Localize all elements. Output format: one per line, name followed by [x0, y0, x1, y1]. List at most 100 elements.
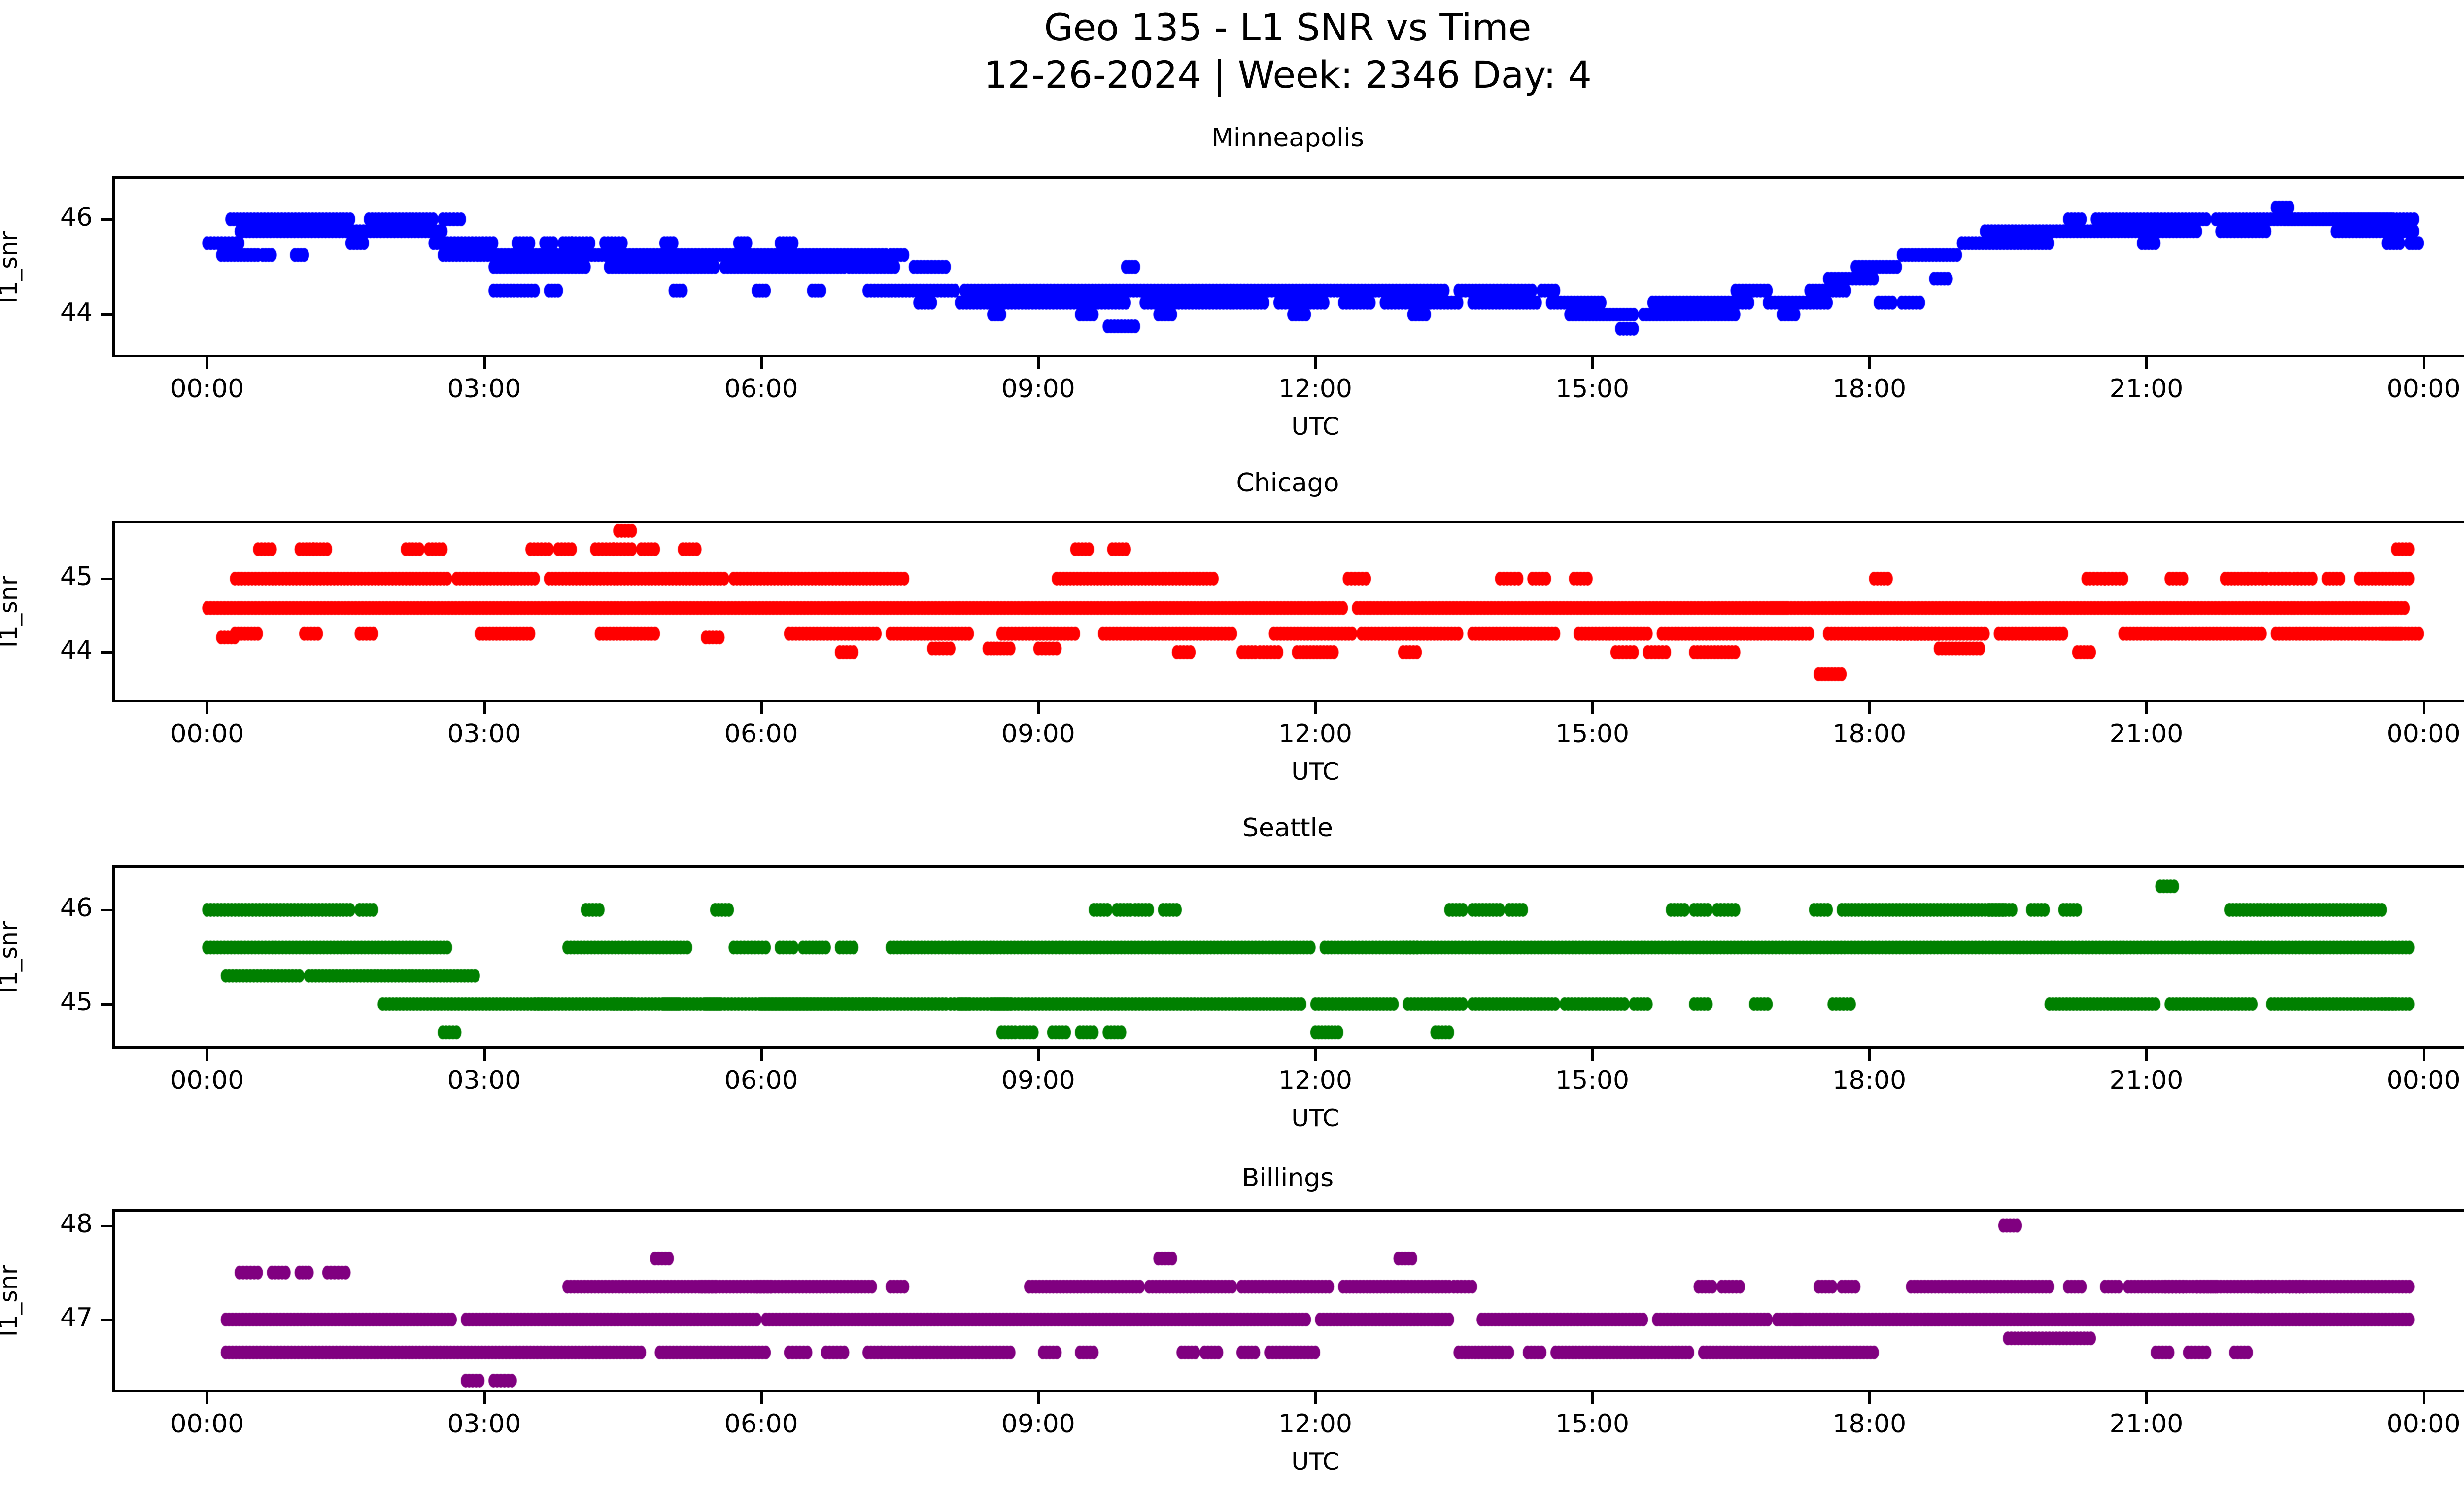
y-tick-mark [101, 908, 112, 911]
y-tick-label: 44 [60, 297, 93, 327]
scatter-points [115, 179, 2464, 355]
x-tick-label: 03:00 [447, 1409, 521, 1439]
x-tick-label: 06:00 [724, 374, 798, 404]
x-tick-label: 09:00 [1001, 719, 1075, 749]
x-tick-label: 15:00 [1555, 374, 1630, 404]
figure-title-line2: 12-26-2024 | Week: 2346 Day: 4 [984, 53, 1592, 97]
y-tick-mark [101, 313, 112, 316]
subplot-title: Billings [1241, 1163, 1334, 1193]
x-tick-label: 03:00 [447, 374, 521, 404]
y-tick-label: 45 [60, 561, 93, 591]
x-tick-label: 12:00 [1278, 719, 1352, 749]
x-tick-mark [206, 1392, 209, 1404]
y-tick-mark [101, 1003, 112, 1006]
x-tick-label: 12:00 [1278, 1409, 1352, 1439]
x-tick-mark [483, 702, 486, 714]
x-tick-mark [1868, 1049, 1871, 1061]
x-tick-mark [1591, 1049, 1594, 1061]
subplot-title: Minneapolis [1211, 123, 1364, 153]
x-tick-mark [2145, 1049, 2148, 1061]
y-axis-label: l1_snr [0, 231, 23, 303]
x-tick-mark [483, 1392, 486, 1404]
x-tick-mark [1314, 1392, 1317, 1404]
y-tick-label: 46 [60, 203, 93, 232]
x-tick-mark [760, 1049, 763, 1061]
x-tick-label: 21:00 [2109, 1066, 2184, 1095]
x-tick-mark [483, 1049, 486, 1061]
x-tick-mark [1868, 357, 1871, 369]
y-tick-label: 48 [60, 1209, 93, 1239]
x-tick-mark [1037, 702, 1040, 714]
x-tick-label: 15:00 [1555, 1066, 1630, 1095]
x-tick-label: 06:00 [724, 1066, 798, 1095]
x-axis-label: UTC [1291, 758, 1339, 786]
x-tick-label: 09:00 [1001, 1409, 1075, 1439]
x-tick-label: 00:00 [170, 1066, 244, 1095]
y-tick-label: 46 [60, 893, 93, 923]
y-axis-label: l1_snr [0, 921, 23, 993]
axes-frame [112, 521, 2464, 702]
x-tick-mark [1868, 1392, 1871, 1404]
x-tick-mark [760, 357, 763, 369]
y-tick-mark [101, 577, 112, 580]
x-tick-mark [483, 357, 486, 369]
scatter-points [115, 868, 2464, 1046]
x-tick-mark [206, 1049, 209, 1061]
x-tick-mark [1037, 357, 1040, 369]
x-axis-label: UTC [1291, 1448, 1339, 1476]
x-tick-mark [1591, 702, 1594, 714]
x-tick-label: 21:00 [2109, 1409, 2184, 1439]
x-tick-mark [1314, 1049, 1317, 1061]
x-tick-label: 00:00 [170, 374, 244, 404]
x-tick-mark [760, 1392, 763, 1404]
x-tick-label: 00:00 [170, 1409, 244, 1439]
x-tick-label: 00:00 [2386, 374, 2461, 404]
x-tick-label: 12:00 [1278, 1066, 1352, 1095]
x-tick-mark [2422, 357, 2425, 369]
x-tick-mark [1037, 1392, 1040, 1404]
x-tick-label: 06:00 [724, 1409, 798, 1439]
x-tick-mark [206, 702, 209, 714]
x-tick-mark [760, 702, 763, 714]
x-tick-mark [1314, 702, 1317, 714]
x-axis-label: UTC [1291, 413, 1339, 441]
x-tick-label: 18:00 [1832, 374, 1907, 404]
subplot-title: Seattle [1242, 813, 1334, 843]
figure-title: Geo 135 - L1 SNR vs Time 12-26-2024 | We… [0, 4, 2464, 99]
x-tick-label: 03:00 [447, 719, 521, 749]
y-tick-label: 44 [60, 635, 93, 665]
axes-frame [112, 176, 2464, 357]
x-tick-mark [1868, 702, 1871, 714]
scatter-points [115, 1212, 2464, 1390]
x-tick-label: 15:00 [1555, 719, 1630, 749]
x-tick-label: 03:00 [447, 1066, 521, 1095]
x-tick-mark [2422, 1049, 2425, 1061]
x-tick-label: 09:00 [1001, 1066, 1075, 1095]
x-tick-mark [1591, 1392, 1594, 1404]
x-tick-label: 00:00 [2386, 1409, 2461, 1439]
y-tick-label: 45 [60, 987, 93, 1017]
x-tick-mark [1314, 357, 1317, 369]
x-tick-mark [1037, 1049, 1040, 1061]
x-tick-label: 09:00 [1001, 374, 1075, 404]
x-tick-label: 21:00 [2109, 374, 2184, 404]
x-tick-mark [2422, 702, 2425, 714]
subplot-title: Chicago [1236, 468, 1339, 498]
x-tick-mark [2145, 357, 2148, 369]
scatter-points [115, 523, 2464, 700]
x-tick-label: 18:00 [1832, 1066, 1907, 1095]
y-tick-mark [101, 218, 112, 221]
x-tick-label: 21:00 [2109, 719, 2184, 749]
x-tick-mark [2422, 1392, 2425, 1404]
figure-title-line1: Geo 135 - L1 SNR vs Time [1044, 5, 1532, 49]
x-tick-mark [1591, 357, 1594, 369]
x-tick-label: 12:00 [1278, 374, 1352, 404]
subplot-minneapolis: Minneapolis [0, 123, 2464, 439]
x-tick-mark [2145, 702, 2148, 714]
subplot-billings: Billings [0, 1163, 2464, 1489]
x-tick-mark [2145, 1392, 2148, 1404]
x-tick-label: 15:00 [1555, 1409, 1630, 1439]
x-tick-label: 18:00 [1832, 1409, 1907, 1439]
subplot-seattle: Seattle [0, 813, 2464, 1134]
